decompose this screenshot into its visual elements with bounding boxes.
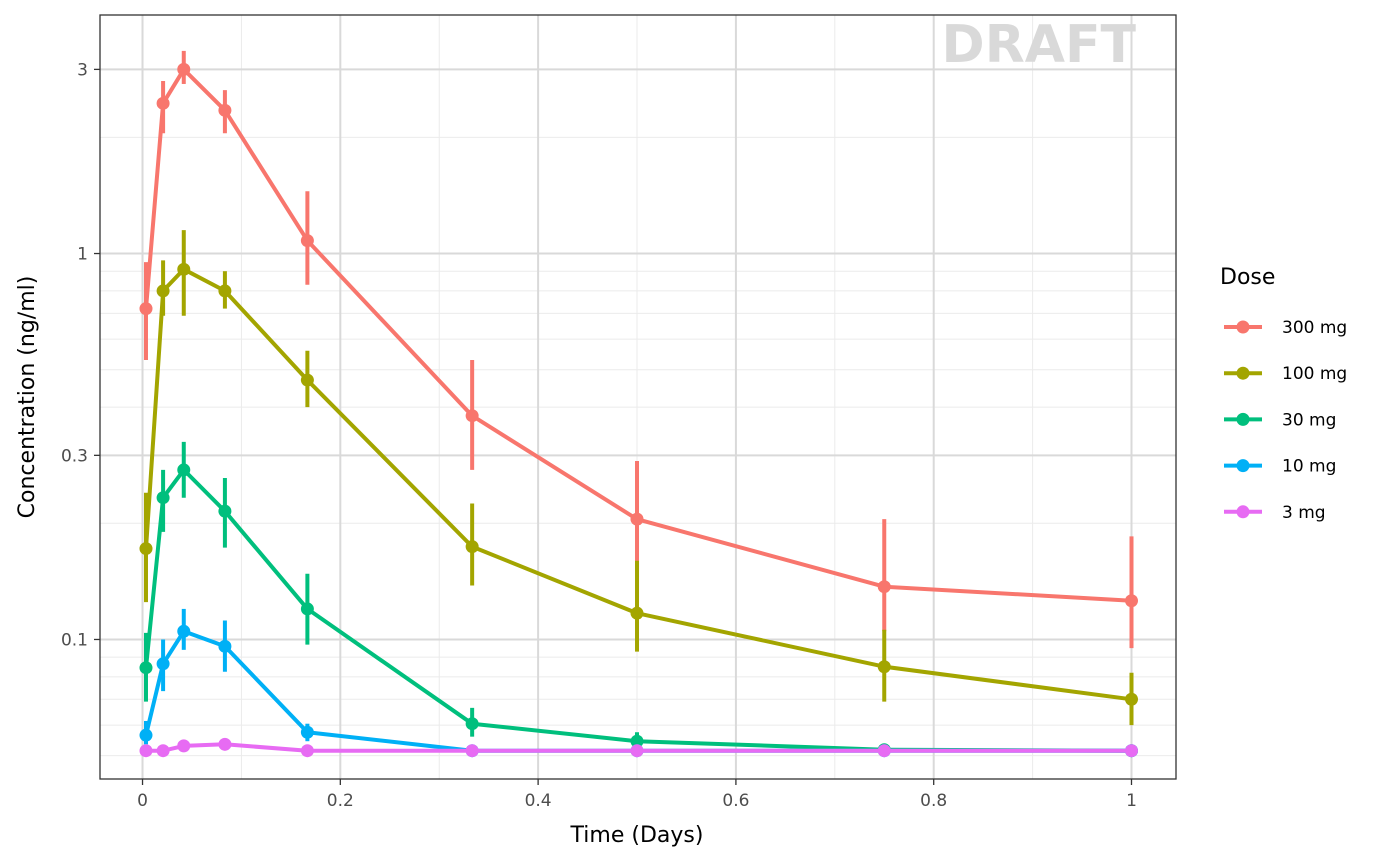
data-point-300-mg xyxy=(156,96,170,110)
data-point-30-mg xyxy=(139,661,153,675)
data-point-10-mg xyxy=(139,728,153,742)
series-3-mg xyxy=(139,737,1138,758)
data-point-100-mg xyxy=(139,542,153,556)
x-tick-label: 0.8 xyxy=(920,791,947,811)
data-point-3-mg xyxy=(177,739,191,753)
data-point-300-mg xyxy=(465,409,479,423)
data-point-3-mg xyxy=(877,744,891,758)
legend-label: 10 mg xyxy=(1282,457,1336,477)
data-point-300-mg xyxy=(300,234,314,248)
series-30-mg xyxy=(139,441,1138,758)
data-point-10-mg xyxy=(156,657,170,671)
data-point-300-mg xyxy=(139,302,153,316)
data-point-3-mg xyxy=(465,744,479,758)
data-point-3-mg xyxy=(156,744,170,758)
data-point-3-mg xyxy=(1124,744,1138,758)
legend-key-point xyxy=(1236,505,1250,519)
y-axis-title: Concentration (ng/ml) xyxy=(15,276,40,519)
data-point-30-mg xyxy=(177,463,191,477)
y-tick-label: 1 xyxy=(77,245,88,265)
data-point-100-mg xyxy=(156,284,170,298)
x-axis: 0 0.2 0.4 0.6 0.8 1 xyxy=(137,779,1137,811)
legend-item-100-mg: 100 mg xyxy=(1224,364,1347,384)
data-point-30-mg xyxy=(465,717,479,731)
draft-watermark: DRAFT xyxy=(942,15,1137,75)
y-tick-label: 0.3 xyxy=(61,446,88,466)
data-point-10-mg xyxy=(218,639,232,653)
plot-background xyxy=(100,15,1176,779)
data-point-100-mg xyxy=(1124,692,1138,706)
x-axis-title: Time (Days) xyxy=(570,823,704,848)
data-point-3-mg xyxy=(218,737,232,751)
data-point-300-mg xyxy=(630,512,644,526)
data-point-30-mg xyxy=(630,734,644,748)
data-point-30-mg xyxy=(300,602,314,616)
legend-label: 30 mg xyxy=(1282,410,1336,430)
x-tick-label: 0 xyxy=(137,791,148,811)
data-point-100-mg xyxy=(218,284,232,298)
series-300-mg xyxy=(139,50,1138,649)
data-point-300-mg xyxy=(1124,594,1138,608)
series-100-mg xyxy=(139,230,1138,726)
x-tick-label: 0.4 xyxy=(525,791,552,811)
legend: Dose 300 mg 100 mg 30 mg 10 mg 3 mg xyxy=(1220,265,1347,523)
legend-title: Dose xyxy=(1220,265,1275,290)
data-point-100-mg xyxy=(630,606,644,620)
data-point-300-mg xyxy=(877,580,891,594)
legend-item-10-mg: 10 mg xyxy=(1224,457,1336,477)
x-tick-label: 0.6 xyxy=(722,791,749,811)
data-point-30-mg xyxy=(218,504,232,518)
plot-panel-border xyxy=(99,14,1177,780)
data-point-300-mg xyxy=(218,103,232,117)
y-tick-label: 3 xyxy=(77,60,88,80)
x-tick-label: 0.2 xyxy=(327,791,354,811)
legend-key-point xyxy=(1236,412,1250,426)
data-point-3-mg xyxy=(300,744,314,758)
legend-item-30-mg: 30 mg xyxy=(1224,410,1336,430)
legend-key-point xyxy=(1236,459,1250,473)
legend-item-3-mg: 3 mg xyxy=(1224,503,1326,523)
legend-label: 100 mg xyxy=(1282,364,1347,384)
data-point-100-mg xyxy=(465,540,479,554)
y-axis: 0.1 0.3 1 3 xyxy=(61,60,100,650)
legend-key-point xyxy=(1236,366,1250,380)
x-tick-label: 1 xyxy=(1126,791,1137,811)
legend-key-point xyxy=(1236,320,1250,334)
legend-label: 300 mg xyxy=(1282,318,1347,338)
data-point-300-mg xyxy=(177,62,191,76)
minor-grid xyxy=(100,15,1176,779)
data-point-10-mg xyxy=(177,624,191,638)
data-point-30-mg xyxy=(156,491,170,505)
legend-item-300-mg: 300 mg xyxy=(1224,318,1347,338)
series-layer xyxy=(139,50,1138,758)
y-tick-label: 0.1 xyxy=(61,630,88,650)
data-point-100-mg xyxy=(877,660,891,674)
data-point-3-mg xyxy=(630,744,644,758)
data-point-100-mg xyxy=(177,262,191,276)
legend-label: 3 mg xyxy=(1282,503,1326,523)
data-point-3-mg xyxy=(139,744,153,758)
data-point-100-mg xyxy=(300,373,314,387)
data-point-10-mg xyxy=(300,725,314,739)
